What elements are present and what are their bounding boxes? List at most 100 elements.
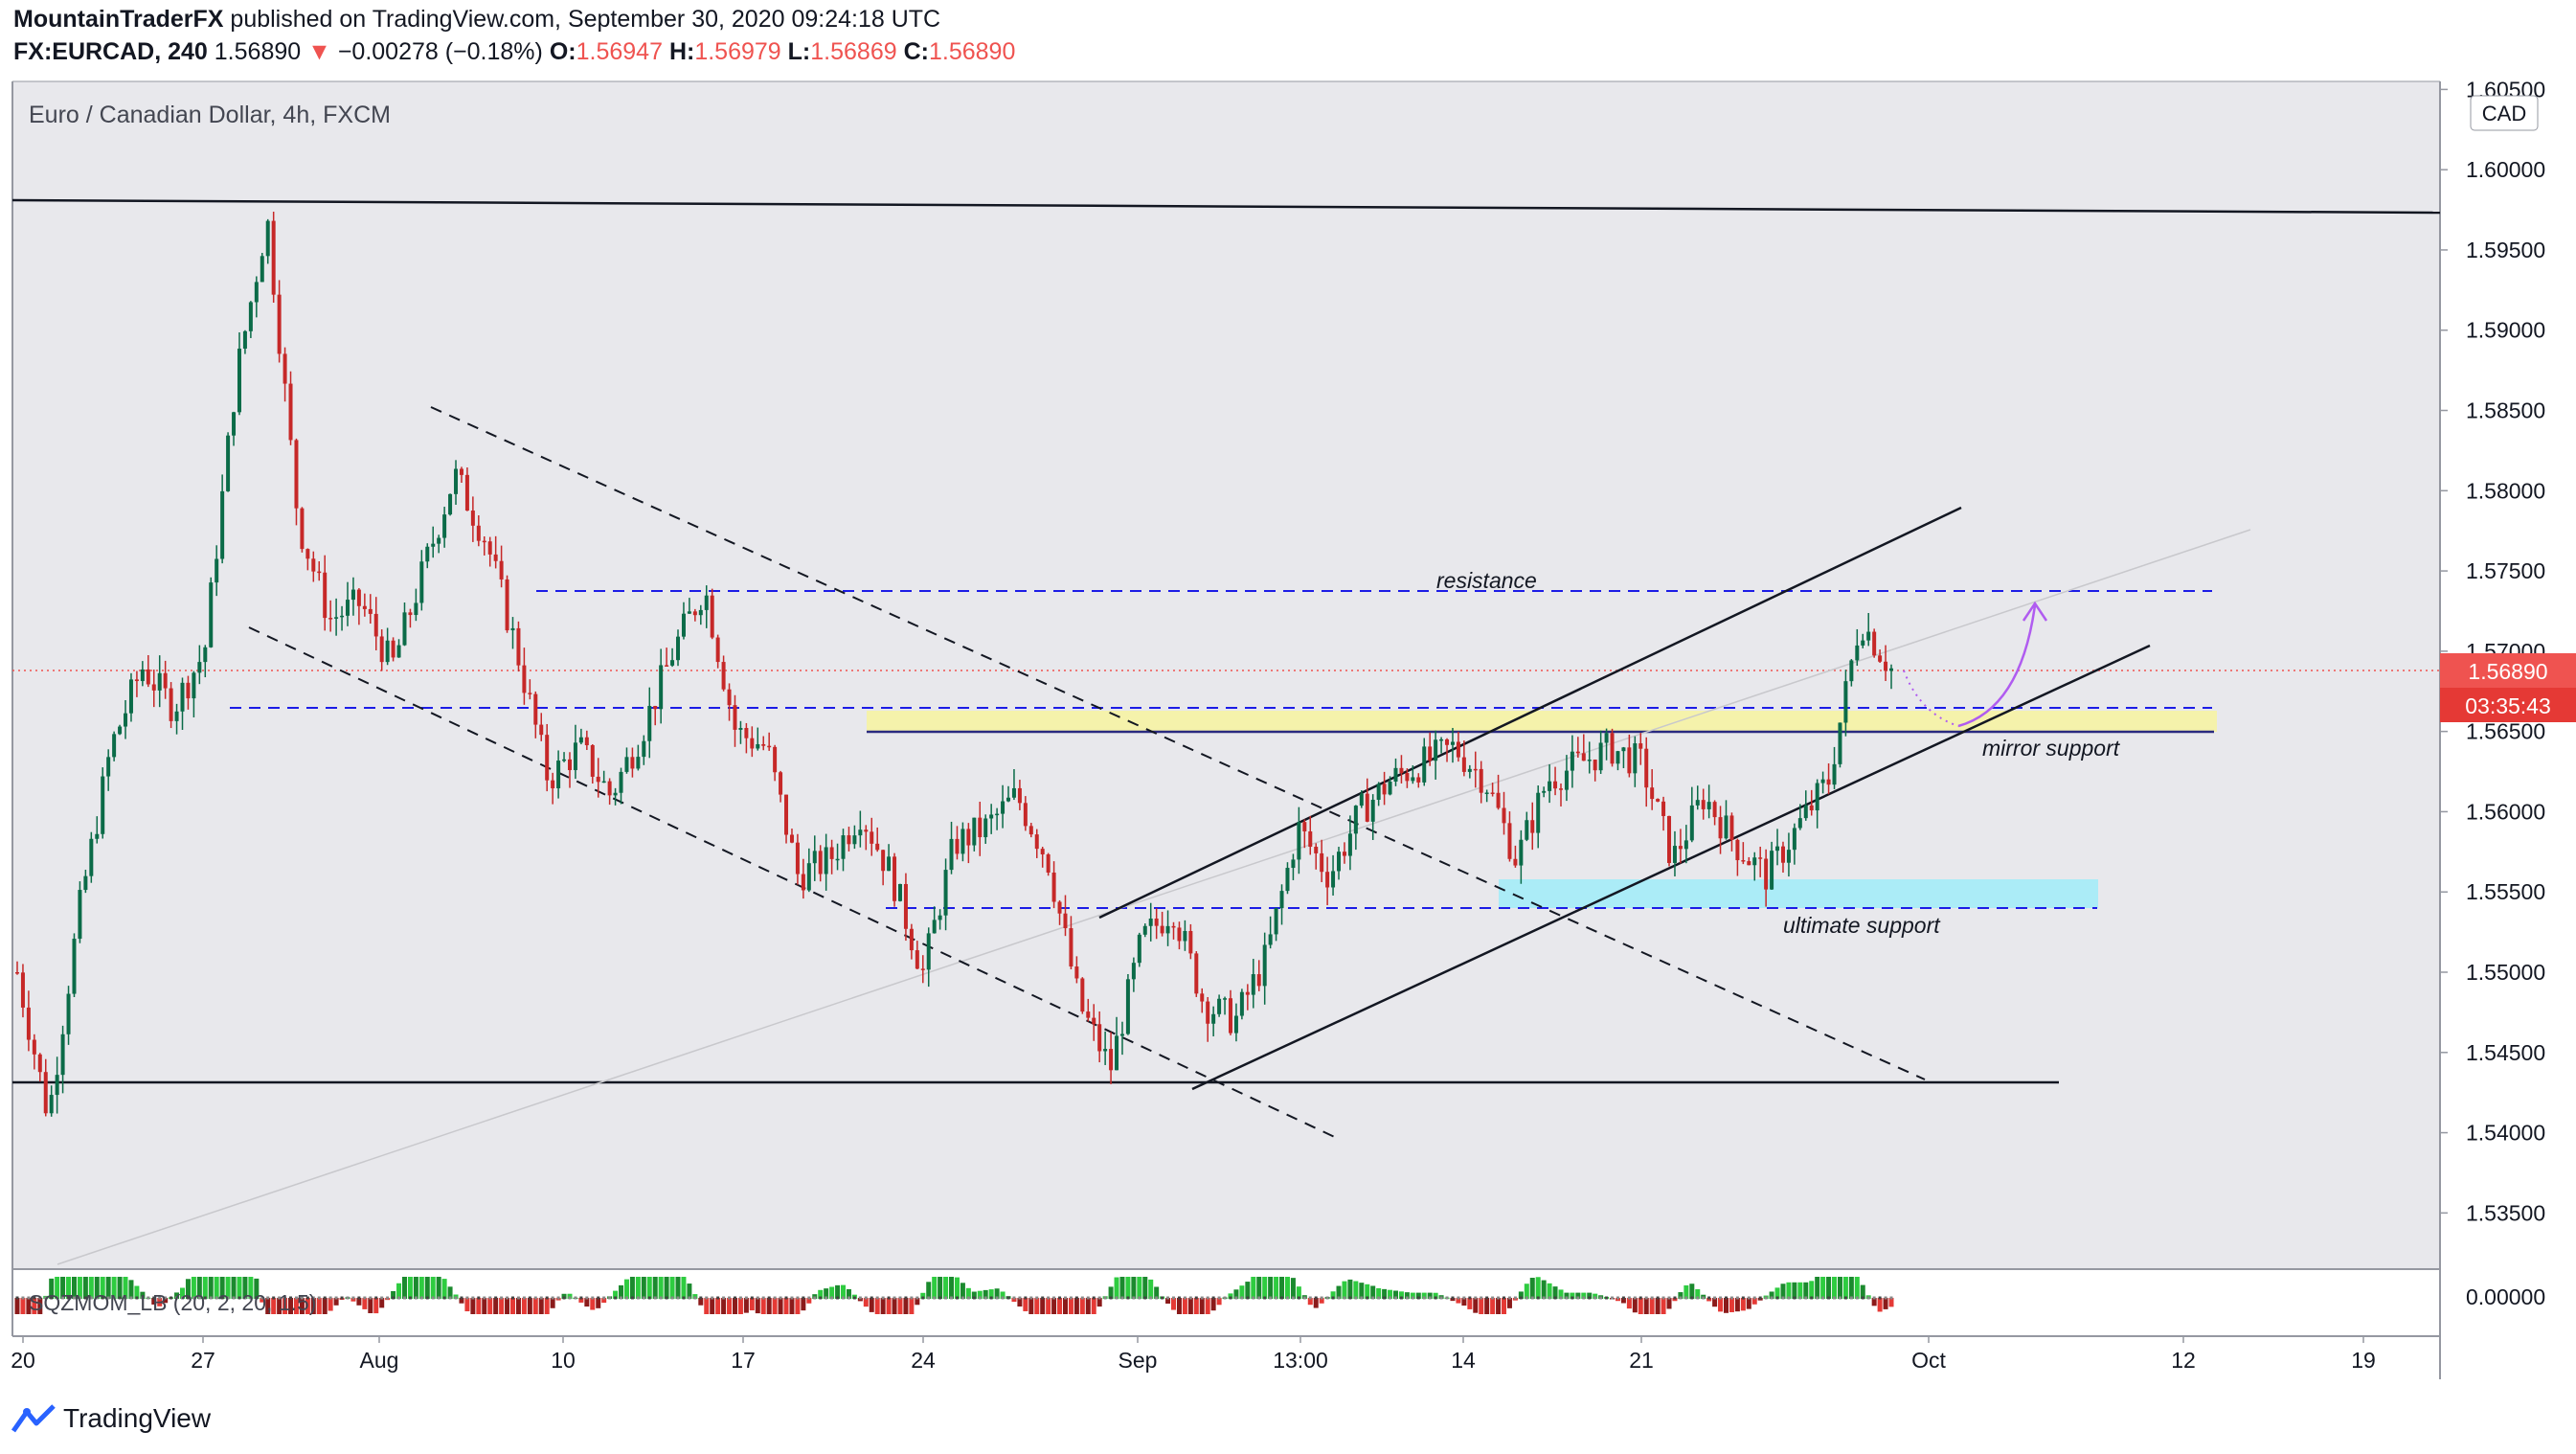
squeeze-dot <box>1468 1296 1472 1300</box>
squeeze-dot <box>602 1296 606 1300</box>
squeeze-dot <box>1240 1296 1244 1300</box>
price-tick-label: 1.56000 <box>2466 799 2545 824</box>
time-axis-labels: 20 27 Aug 10 17 24 Sep 13:00 14 21 Oct 12 19 <box>11 1336 2376 1373</box>
ascending-channel-bottom[interactable] <box>1191 644 2151 1091</box>
candle-body <box>128 679 133 714</box>
candle-body <box>43 1072 48 1114</box>
currency-badge[interactable]: CAD <box>2482 102 2526 125</box>
momentum-bar <box>1347 1279 1353 1299</box>
squeeze-dot <box>1593 1296 1597 1300</box>
squeeze-dot <box>460 1296 463 1300</box>
candle-body <box>1593 760 1597 771</box>
momentum-bar <box>219 1277 225 1299</box>
candle-body <box>1069 928 1073 967</box>
momentum-bar <box>1712 1298 1718 1307</box>
momentum-bar <box>584 1298 590 1307</box>
top-trendline[interactable] <box>11 198 2441 215</box>
momentum-bar <box>977 1290 983 1299</box>
candle-body <box>915 950 919 969</box>
momentum-bar <box>368 1298 373 1314</box>
squeeze-dot <box>1474 1296 1478 1300</box>
squeeze-dot <box>1348 1296 1352 1300</box>
ascending-channel-top[interactable] <box>1098 506 1962 920</box>
ultimate-support-label[interactable]: ultimate support <box>1783 913 1941 938</box>
main-pane[interactable] <box>12 81 2440 1269</box>
squeeze-dot <box>101 1296 104 1300</box>
squeeze-dot <box>1166 1296 1170 1300</box>
momentum-bar <box>1353 1281 1359 1299</box>
squeeze-dot <box>169 1296 173 1300</box>
candle-body <box>1171 925 1176 928</box>
price-axis-pane[interactable] <box>2440 81 2576 1379</box>
candle-body <box>1610 733 1615 764</box>
momentum-bar <box>1319 1298 1324 1304</box>
candle-body <box>1302 822 1307 831</box>
candle-body <box>824 847 828 875</box>
candle-body <box>476 525 481 541</box>
momentum-bar <box>550 1298 555 1308</box>
candle-body <box>864 829 869 832</box>
candle-body <box>1479 768 1483 793</box>
candle-body <box>659 665 664 710</box>
candle-body <box>1011 787 1016 798</box>
author-name[interactable]: MountainTraderFX <box>13 6 224 33</box>
candle-body <box>1780 846 1785 863</box>
candle-body <box>232 412 237 436</box>
squeeze-dot <box>1752 1296 1756 1300</box>
momentum-bar <box>1854 1277 1860 1299</box>
indicator-label[interactable]: SQZMOM_LB (20, 2, 20, 1.5) <box>29 1290 316 1315</box>
mirror-support-zone[interactable] <box>867 711 2217 732</box>
momentum-bar <box>1256 1277 1262 1299</box>
squeeze-dot <box>1667 1296 1671 1300</box>
candle-body <box>727 689 732 706</box>
time-tick-label: Aug <box>360 1348 399 1373</box>
momentum-bar <box>14 1298 20 1314</box>
momentum-bar <box>1268 1277 1274 1299</box>
squeeze-dot <box>1206 1296 1209 1300</box>
squeeze-dot <box>1810 1296 1814 1300</box>
squeeze-dot <box>898 1296 902 1300</box>
price-tick-label: 1.59000 <box>2466 318 2545 343</box>
squeeze-dot <box>790 1296 794 1300</box>
time-tick-label: Sep <box>1119 1348 1158 1373</box>
resistance-label[interactable]: resistance <box>1436 568 1537 593</box>
currency-badge-box[interactable] <box>2470 95 2539 131</box>
candle-body <box>300 508 305 550</box>
momentum-bar <box>407 1277 413 1299</box>
squeeze-dot <box>574 1296 577 1300</box>
squeeze-dot <box>1588 1296 1592 1300</box>
candle-body <box>260 256 264 283</box>
squeeze-dot <box>226 1296 230 1300</box>
squeeze-dot <box>425 1296 429 1300</box>
squeeze-dot <box>904 1296 908 1300</box>
candle-body <box>1855 645 1860 661</box>
mirror-support-label[interactable]: mirror support <box>1982 736 2121 761</box>
momentum-bar <box>994 1288 1000 1299</box>
tradingview-logo[interactable]: TradingView <box>11 1402 211 1435</box>
low-value: 1.56869 <box>810 38 897 65</box>
squeeze-dot <box>135 1296 139 1300</box>
squeeze-dot <box>1884 1296 1887 1300</box>
momentum-bar <box>151 1298 157 1305</box>
candle-body <box>1103 1049 1108 1052</box>
symbol-line: FX:EURCAD, 240 1.56890 ▼ −0.00278 (−0.18… <box>13 38 1015 66</box>
ultimate-support-zone[interactable] <box>1499 879 2098 908</box>
chart-title: Euro / Canadian Dollar, 4h, FXCM <box>29 102 391 128</box>
squeeze-dot <box>1399 1296 1403 1300</box>
squeeze-dot <box>243 1296 247 1300</box>
squeeze-dot <box>1525 1296 1528 1300</box>
tradingview-logo-icon <box>11 1404 56 1433</box>
momentum-bar <box>1404 1292 1410 1299</box>
candle-body <box>510 627 515 631</box>
symbol-label[interactable]: FX:EURCAD, 240 <box>13 38 208 65</box>
candle-body <box>1086 1011 1091 1018</box>
candle-body <box>493 554 498 561</box>
candle-body <box>328 618 333 620</box>
brand-text: TradingView <box>63 1403 212 1433</box>
momentum-bar <box>117 1277 123 1299</box>
candle-body <box>545 735 550 781</box>
candle-body <box>983 818 988 838</box>
squeeze-dot <box>1308 1296 1312 1300</box>
momentum-bar <box>424 1277 430 1299</box>
